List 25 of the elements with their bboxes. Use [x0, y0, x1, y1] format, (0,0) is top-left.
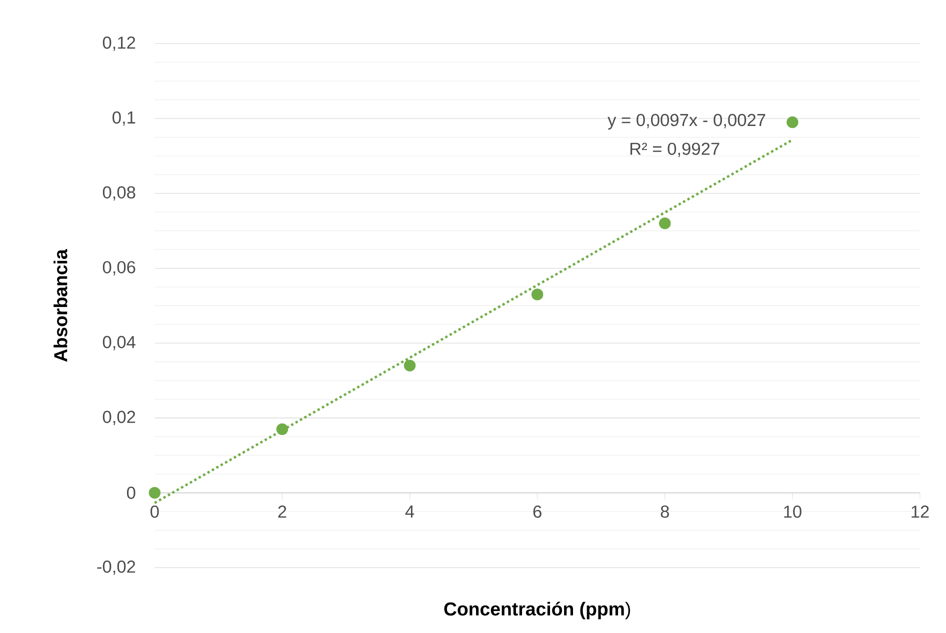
x-tick-label: 4: [405, 506, 414, 518]
y-tick-label: -0,02: [97, 560, 136, 575]
point: [276, 423, 288, 436]
y-tick-label: 0,08: [102, 186, 136, 201]
point: [148, 486, 161, 499]
x-tick-label: 0: [150, 506, 159, 518]
point: [404, 360, 416, 372]
y-tick-label: 0,06: [102, 261, 136, 276]
x-tick-label: 6: [533, 506, 542, 518]
x-tick-label: 12: [912, 506, 929, 518]
y-tick-label: 0,02: [102, 410, 136, 426]
x-tick-label: 2: [278, 506, 286, 518]
x-tick-label: 10: [784, 506, 802, 518]
x-tick-label: 8: [660, 506, 669, 518]
y-tick-label: 0,1: [112, 111, 136, 126]
annotation: y = 0,0097x - 0,0027: [608, 114, 766, 130]
x-axis-title: Concentración (ppm): [444, 602, 630, 620]
point: [786, 116, 798, 128]
y-tick-label: 0,12: [102, 36, 136, 51]
y-tick-label: 0: [126, 486, 136, 499]
annotation: R² = 0,9927: [630, 142, 720, 158]
y-tick-label: 0,04: [102, 336, 136, 350]
point: [531, 288, 544, 300]
y-axis-title: Absorbancia: [54, 249, 68, 362]
point: [659, 217, 671, 230]
